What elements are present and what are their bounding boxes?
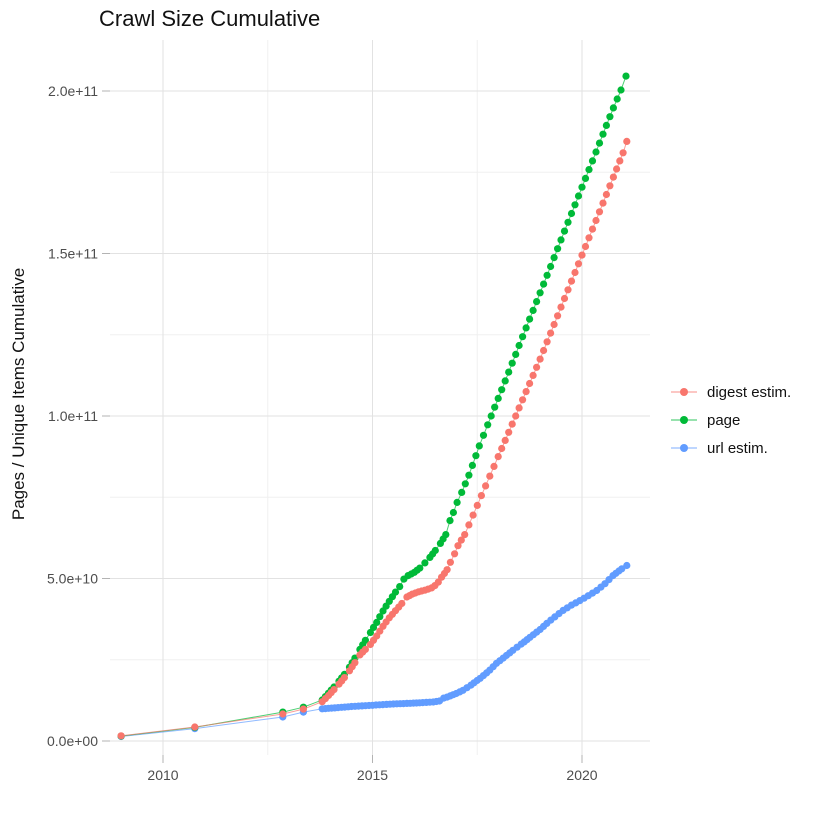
series-url-estim <box>117 561 631 741</box>
y-tick-1e11: 1.0e+11 <box>48 408 98 424</box>
x-tick-2020: 2020 <box>566 767 597 783</box>
series-digest-estim <box>117 137 631 740</box>
legend: digest estim. page url estim. <box>671 384 791 457</box>
x-tick-2015: 2015 <box>357 767 388 783</box>
y-tick-5e10: 5.0e+10 <box>47 571 98 587</box>
y-tick-15e11: 1.5e+11 <box>48 246 98 262</box>
y-axis-title: Pages / Unique Items Cumulative <box>9 268 28 520</box>
axis-labels: 0.0e+00 5.0e+10 1.0e+11 1.5e+11 2.0e+11 … <box>47 83 598 783</box>
legend-item-page: page <box>671 412 740 429</box>
legend-key-dot-page <box>680 416 688 424</box>
legend-label-page: page <box>707 412 740 429</box>
legend-label-digest: digest estim. <box>707 384 791 401</box>
legend-item-url: url estim. <box>671 440 768 457</box>
chart-title: Crawl Size Cumulative <box>99 6 320 31</box>
legend-key-dot-url <box>680 444 688 452</box>
legend-item-digest: digest estim. <box>671 384 791 401</box>
x-tick-2010: 2010 <box>147 767 178 783</box>
legend-key-dot-digest <box>680 388 688 396</box>
data-series <box>117 72 631 741</box>
gridlines <box>102 40 650 763</box>
y-tick-0: 0.0e+00 <box>47 733 98 749</box>
legend-label-url: url estim. <box>707 440 768 457</box>
y-tick-2e11: 2.0e+11 <box>48 83 98 99</box>
